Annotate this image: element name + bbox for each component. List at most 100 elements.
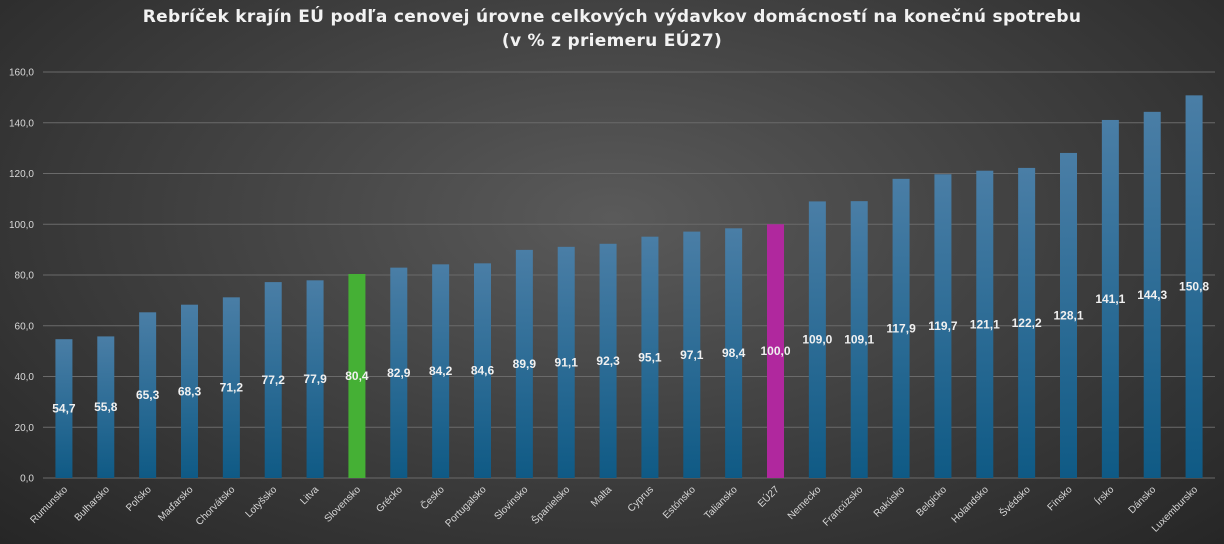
data-label: 141,1: [1095, 292, 1125, 306]
x-tick-label: Nemecko: [786, 484, 824, 522]
x-tick-label: Rumunsko: [28, 484, 70, 526]
data-label: 84,2: [429, 364, 453, 378]
data-label: 128,1: [1053, 308, 1083, 322]
data-label: 82,9: [387, 366, 411, 380]
bar-estónsko: [683, 231, 701, 478]
bar-taliansko: [725, 228, 743, 478]
x-tick-label: Litva: [298, 484, 321, 507]
bars: [55, 95, 1203, 479]
data-label: 119,7: [928, 319, 958, 333]
bar-francúzsko: [850, 201, 868, 478]
bar-malta: [599, 243, 617, 478]
x-tick-label: Holandsko: [950, 484, 991, 525]
data-label: 89,9: [513, 357, 537, 371]
bar-grécko: [390, 267, 408, 478]
bar-maďarsko: [181, 304, 198, 478]
bar-česko: [432, 264, 450, 478]
data-label: 121,1: [970, 317, 1000, 331]
bar-belgicko: [934, 174, 952, 479]
x-tick-label: Bulharsko: [73, 484, 113, 524]
x-tick-label: Francúzsko: [821, 484, 866, 529]
bar-nemecko: [808, 201, 826, 478]
x-tick-label: Slovensko: [323, 484, 364, 525]
x-axis: Rumunsko Bulharsko Poľsko MaďarskoChorvátsk…: [28, 483, 1200, 535]
bar-holandsko: [976, 170, 994, 479]
chart-title-line2: (v % z priemeru EÚ27): [501, 31, 723, 51]
data-label: 109,1: [844, 333, 874, 347]
x-tick-label: Poľsko: [124, 484, 154, 514]
data-label: 65,3: [136, 388, 160, 402]
bar-švédsko: [1018, 167, 1036, 479]
bar-eú27: [767, 224, 784, 478]
data-label: 117,9: [886, 321, 916, 335]
x-tick-label: Estónsko: [661, 484, 698, 521]
data-label: 54,7: [52, 402, 76, 416]
x-tick-label: Malta: [589, 484, 614, 509]
x-tick-label: Rakúsko: [872, 484, 908, 520]
bar-poľsko: [139, 312, 157, 478]
data-label: 77,2: [262, 373, 286, 387]
x-tick-label: Belgicko: [915, 484, 950, 519]
bar-rakúsko: [892, 178, 910, 479]
y-tick-label: 120,0: [9, 169, 34, 180]
x-tick-label: Chorvátsko: [194, 484, 238, 528]
data-label: 77,9: [303, 372, 327, 386]
bar-cyprus: [641, 236, 659, 478]
data-label: 109,0: [802, 333, 832, 347]
bar-portugalsko: [474, 263, 491, 478]
x-tick-label: Slovinsko: [492, 484, 530, 522]
data-label: 80,4: [345, 369, 369, 383]
data-label: 100,0: [760, 344, 790, 358]
bar-španielsko: [557, 246, 575, 478]
bar-slovensko: [348, 273, 366, 478]
data-label: 150,8: [1179, 280, 1209, 294]
data-label: 71,2: [220, 381, 244, 395]
chart-title: Rebríček krajín EÚ podľa cenovej úrovne …: [0, 5, 1224, 53]
y-tick-label: 80,0: [15, 271, 35, 282]
bar-fínsko: [1060, 152, 1077, 479]
bar-chorvátsko: [222, 297, 240, 478]
bar-dánsko: [1143, 111, 1161, 479]
x-tick-label: Portugalsko: [443, 484, 488, 529]
y-tick-label: 20,0: [15, 423, 35, 434]
bar-litva: [306, 280, 324, 478]
x-tick-label: Maďarsko: [156, 484, 196, 524]
data-label: 95,1: [638, 350, 662, 364]
x-tick-label: Česko: [418, 483, 448, 513]
y-tick-label: 0,0: [20, 474, 34, 485]
bar-lotyšsko: [264, 282, 282, 478]
data-label: 68,3: [178, 384, 202, 398]
data-labels: 54,7 55,8 65,3 68,3 71,2 77,2 77,9 80,4 82,9 84,2…: [52, 280, 1209, 416]
data-label: 144,3: [1137, 288, 1167, 302]
data-label: 84,6: [471, 364, 495, 378]
y-axis: 0,0 20,0 40,0 60,0 80,0 100,0 120,0 140,0 160,0: [9, 68, 34, 485]
data-label: 98,4: [722, 346, 746, 360]
x-tick-label: Fínsko: [1046, 484, 1075, 513]
x-tick-label: Dánsko: [1127, 484, 1159, 516]
data-label: 97,1: [680, 348, 704, 362]
y-tick-label: 60,0: [15, 321, 35, 332]
data-label: 55,8: [94, 400, 118, 414]
bar-rumunsko: [55, 339, 73, 478]
y-tick-label: 100,0: [9, 220, 34, 231]
bar-bulharsko: [97, 336, 115, 478]
x-tick-label: Španielsko: [529, 483, 573, 527]
x-tick-label: Cyprus: [626, 484, 656, 514]
x-tick-label: Švédsko: [996, 483, 1033, 520]
bar-írsko: [1101, 119, 1119, 479]
gridlines: [43, 71, 1215, 479]
data-label: 91,1: [555, 355, 579, 369]
x-tick-label: Taliansko: [702, 484, 740, 522]
x-tick-label: Grécko: [374, 484, 405, 515]
x-tick-label: Lotyšsko: [244, 484, 280, 520]
bar-slovinsko: [515, 249, 533, 478]
data-label: 92,3: [596, 354, 620, 368]
y-tick-label: 140,0: [9, 118, 34, 129]
data-label: 122,2: [1012, 316, 1042, 330]
bar-luxembursko: [1185, 95, 1203, 478]
y-tick-label: 160,0: [9, 68, 34, 79]
y-tick-label: 40,0: [15, 372, 35, 383]
chart-title-line1: Rebríček krajín EÚ podľa cenovej úrovne …: [142, 7, 1082, 27]
